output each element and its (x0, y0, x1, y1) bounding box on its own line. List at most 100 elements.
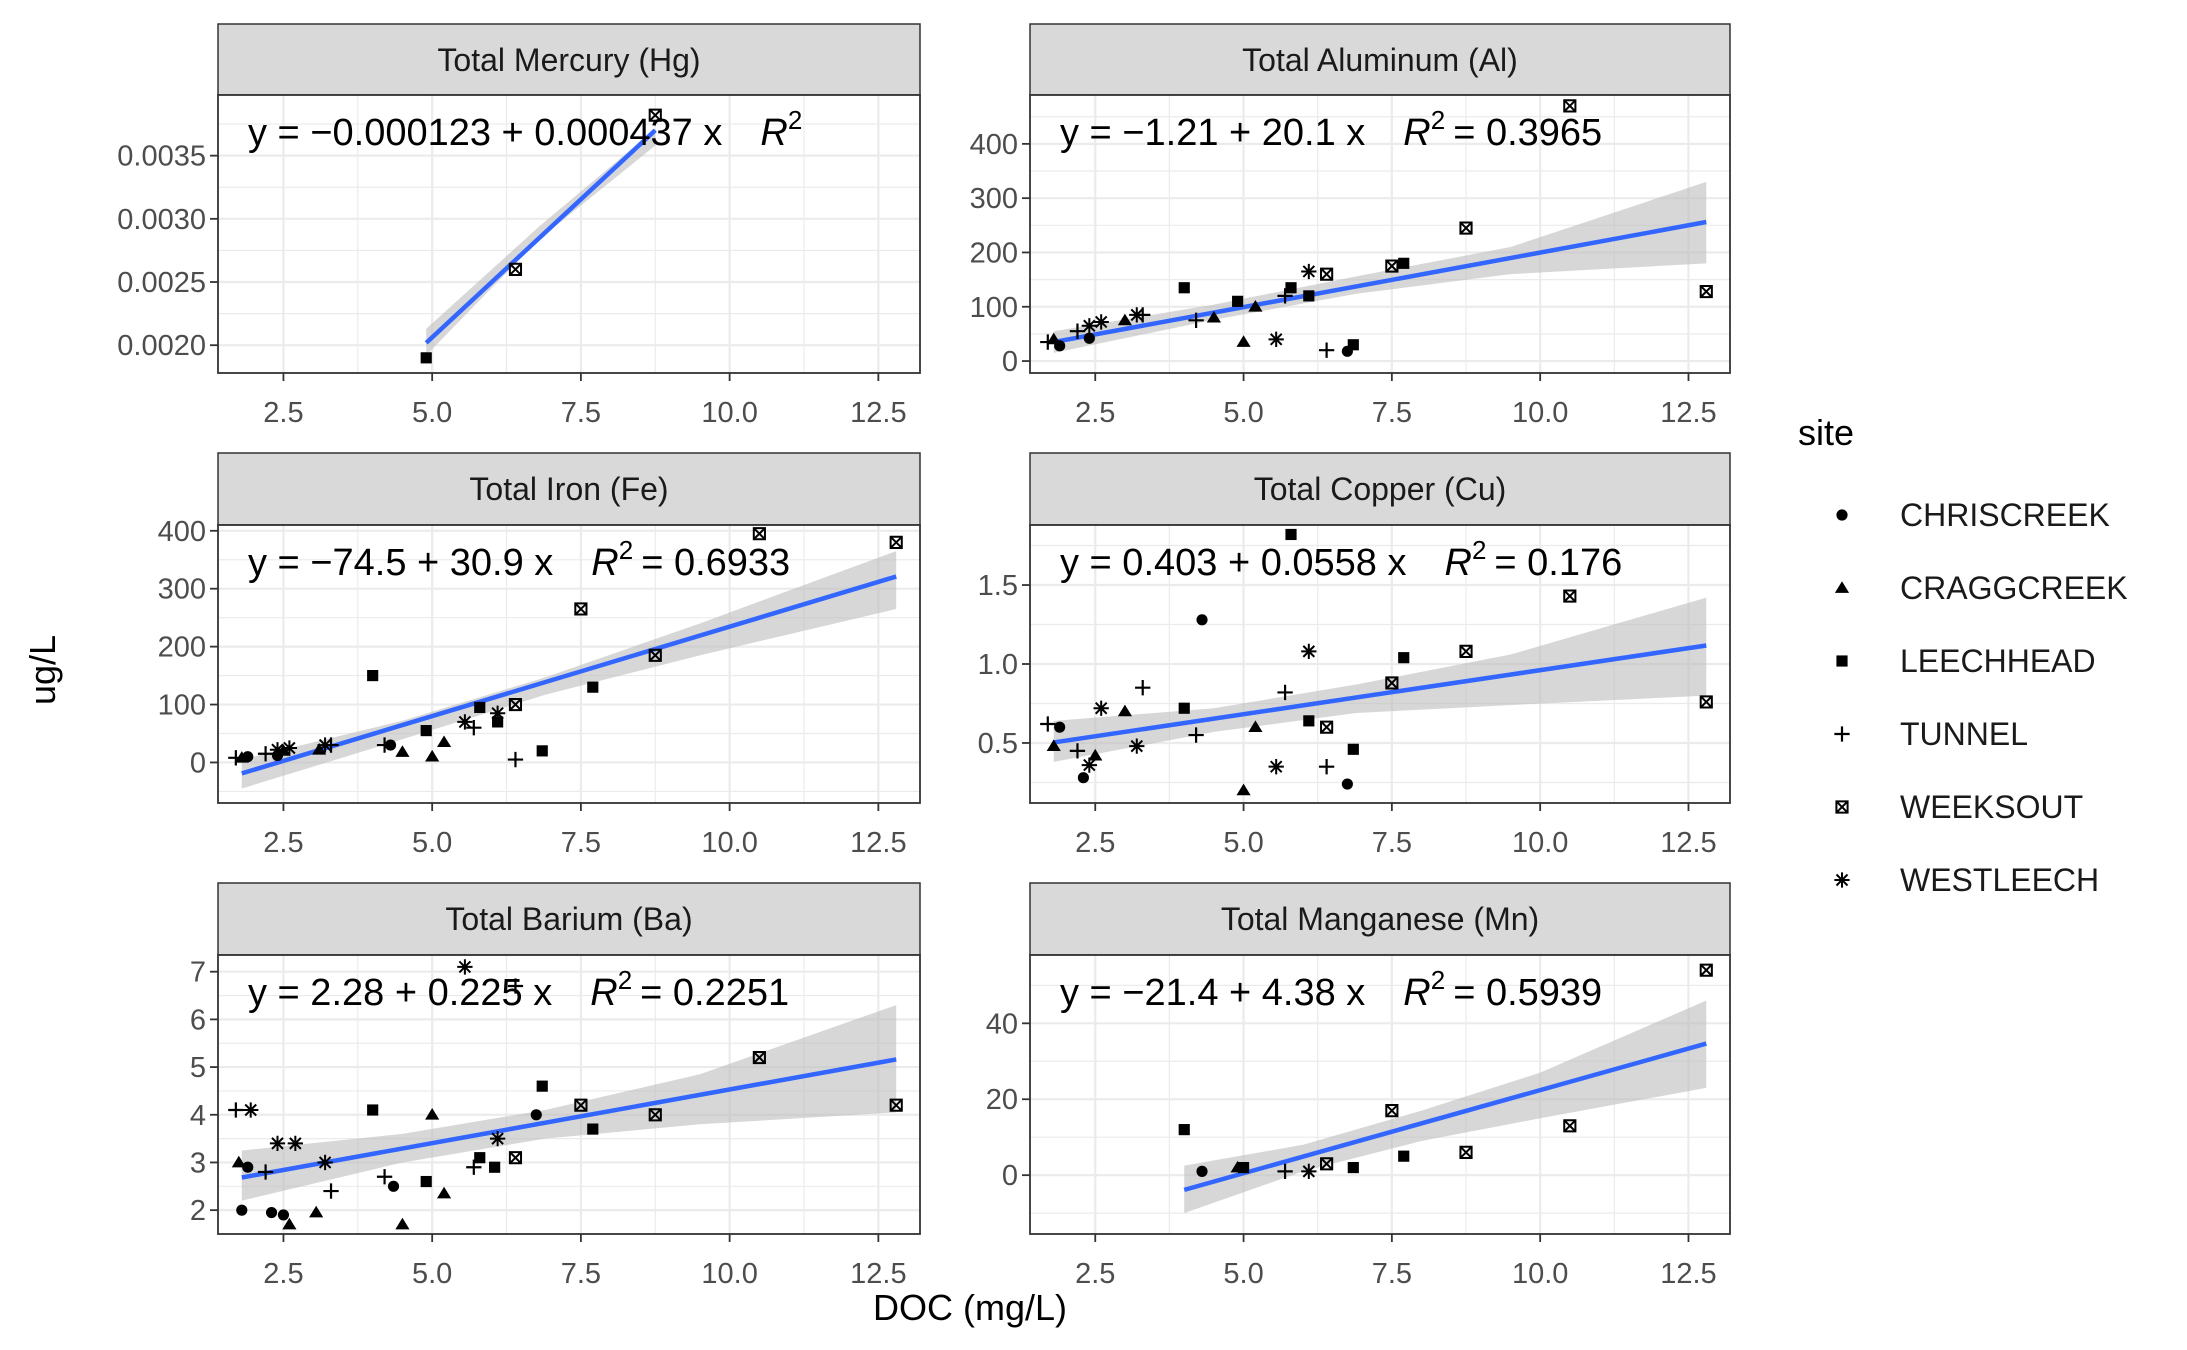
y-tick-label: 0 (1002, 346, 1018, 378)
x-tick-label: 2.5 (263, 827, 303, 859)
data-point (466, 720, 482, 736)
panel-border (217, 524, 921, 804)
x-tick-label: 12.5 (850, 1258, 906, 1290)
data-point (1054, 721, 1066, 733)
data-point (1093, 314, 1109, 330)
data-point (317, 1154, 333, 1171)
x-tick-label: 7.5 (1372, 1258, 1412, 1290)
data-point (889, 1098, 903, 1112)
data-point (367, 670, 379, 682)
data-point (1459, 1145, 1473, 1159)
r-squared-exponent: 2 (618, 965, 632, 995)
data-point (457, 714, 473, 730)
y-tick-label: 1.5 (978, 570, 1018, 602)
legend: site CHRISCREEK CRAGGCREEK LEECHHEAD TUNNEL… (1798, 412, 2128, 898)
facet-strip-title: Total Manganese (Mn) (1221, 901, 1539, 937)
data-point (489, 1130, 506, 1147)
y-tick-label: 100 (970, 292, 1018, 324)
y-tick-label: 0.0020 (117, 330, 206, 362)
facet-strip-title: Total Mercury (Hg) (437, 42, 700, 78)
legend-label: TUNNEL (1900, 716, 2028, 752)
data-point (1277, 288, 1293, 304)
data-point (1385, 676, 1399, 690)
regression-equation: y = −0.000123 + 0.000437 x R2 (248, 105, 802, 154)
equation-text: y = 2.28 + 0.225 x (248, 972, 552, 1014)
r-squared-exponent: 2 (1431, 965, 1445, 995)
panel-data (228, 959, 903, 1230)
data-point (1699, 695, 1713, 709)
x-tick-label: 5.0 (412, 397, 452, 429)
data-point (1320, 720, 1334, 734)
y-tick-label: 300 (158, 574, 206, 606)
legend-key-filled-square (1836, 655, 1848, 667)
data-point (1188, 727, 1204, 743)
data-point (387, 1180, 400, 1192)
x-tick-label: 2.5 (1075, 827, 1115, 859)
data-point (587, 1123, 599, 1135)
facet-strip-title: Total Iron (Fe) (469, 471, 668, 507)
data-point (1398, 652, 1410, 664)
legend-item: WESTLEECH (1834, 862, 2099, 898)
regression-equation: y = 2.28 + 0.225 x R2 = 0.2251 (248, 965, 789, 1014)
y-tick-label: 6 (190, 1004, 206, 1036)
data-point (1301, 643, 1317, 660)
data-point (474, 1152, 486, 1164)
x-tick-label: 12.5 (1660, 827, 1716, 859)
data-point (1563, 1119, 1577, 1133)
legend-label: WEEKSOUT (1900, 789, 2083, 825)
regression-equation: y = −21.4 + 4.38 x R2 = 0.5939 (1060, 965, 1602, 1014)
y-tick-label: 200 (970, 237, 1018, 269)
legend-key-filled-circle (1836, 509, 1848, 521)
data-point (1178, 702, 1190, 714)
data-point (236, 1204, 248, 1216)
data-point (395, 745, 410, 757)
x-tick-label: 12.5 (850, 827, 906, 859)
y-tick-label: 200 (158, 632, 206, 664)
facet-panel: Total Copper (Cu) y = 0.403 + 0.0558 x R2 =… (978, 452, 1731, 859)
data-point (1385, 1104, 1399, 1118)
data-point (1206, 310, 1221, 323)
y-axis-title: ug/L (22, 635, 63, 705)
data-point (1699, 284, 1713, 299)
data-point (466, 1159, 482, 1175)
data-point (508, 1151, 523, 1165)
data-point (1318, 759, 1335, 775)
data-point (376, 737, 393, 753)
equation-text: y = −1.21 + 20.1 x (1060, 112, 1365, 154)
regression-equation: y = −74.5 + 30.9 x R2 = 0.6933 (248, 535, 790, 584)
legend-item: LEECHHEAD (1836, 643, 2096, 679)
x-tick-label: 7.5 (1372, 397, 1412, 429)
panel-border (217, 94, 921, 374)
data-point (1081, 757, 1097, 773)
equation-text: y = −21.4 + 4.38 x (1060, 972, 1365, 1014)
data-point (317, 737, 333, 753)
regression-equation: y = −1.21 + 20.1 x R2 = 0.3965 (1060, 105, 1602, 154)
y-tick-label: 100 (158, 690, 206, 722)
x-tick-label: 10.0 (701, 1258, 757, 1290)
r-squared-exponent: 2 (1431, 105, 1445, 135)
legend-item: CHRISCREEK (1836, 497, 2110, 533)
x-tick-label: 2.5 (263, 397, 303, 429)
data-point (536, 1080, 548, 1092)
data-point (587, 681, 599, 693)
confidence-band (241, 551, 897, 789)
data-point (508, 697, 523, 712)
data-point (257, 1164, 274, 1180)
data-point (243, 1102, 259, 1118)
data-point (1347, 1161, 1359, 1174)
data-point (1459, 644, 1473, 658)
data-point (1069, 743, 1086, 759)
data-point (1268, 759, 1284, 775)
data-point (1301, 263, 1317, 280)
regression-line (241, 574, 897, 776)
confidence-band (241, 1005, 897, 1201)
data-point (474, 701, 486, 714)
data-point (425, 749, 440, 762)
y-tick-label: 3 (190, 1147, 206, 1179)
data-point (425, 1108, 440, 1120)
y-tick-label: 0.0030 (117, 204, 206, 236)
y-tick-label: 0.5 (978, 728, 1018, 760)
data-point (1320, 267, 1334, 281)
data-point (1077, 772, 1089, 784)
